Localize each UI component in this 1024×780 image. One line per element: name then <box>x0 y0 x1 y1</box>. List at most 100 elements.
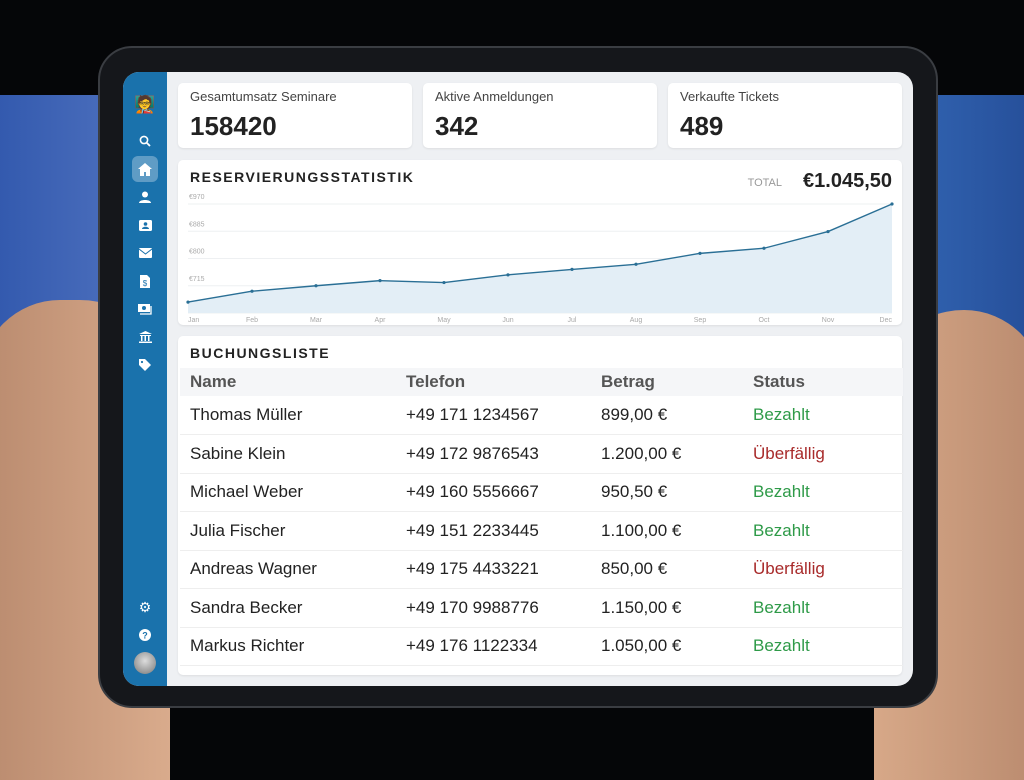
x-tick-label: Jan <box>188 317 199 324</box>
cell-amount: 950,50 € <box>591 473 743 512</box>
column-header-amount[interactable]: Betrag <box>591 368 743 396</box>
cell-name: Andreas Wagner <box>180 550 396 589</box>
table-row[interactable]: Julia Fischer +49 151 2233445 1.100,00 € Be… <box>180 511 903 551</box>
x-tick-label: Nov <box>822 317 835 324</box>
x-tick-label: Apr <box>375 317 387 324</box>
presenter-logo-icon[interactable]: 🧑‍🏫 <box>134 95 156 114</box>
data-point[interactable] <box>506 273 510 277</box>
money-icon[interactable] <box>132 296 158 322</box>
contact-card-icon[interactable] <box>132 212 158 238</box>
cell-name: Sabine Klein <box>180 434 396 474</box>
cell-name: Michael Weber <box>180 473 396 512</box>
cell-amount: 1.100,00 € <box>591 511 743 551</box>
svg-text:?: ? <box>142 631 148 641</box>
help-icon[interactable]: ? <box>132 622 158 648</box>
avatar[interactable] <box>132 650 158 676</box>
search-icon[interactable] <box>132 128 158 154</box>
user-icon[interactable] <box>132 184 158 210</box>
cell-status: Überfällig <box>743 550 903 589</box>
x-tick-label: Oct <box>759 317 770 324</box>
total-label: TOTAL <box>747 177 782 189</box>
y-tick-label: €885 <box>189 221 205 228</box>
cell-phone: +49 176 1122334 <box>396 627 591 666</box>
data-point[interactable] <box>890 202 894 206</box>
reservation-chart: €970€885€800€715€630JanFebMarAprMayJunJu… <box>186 194 894 324</box>
cell-name: Julia Fischer <box>180 511 396 551</box>
cell-phone: +49 151 2233445 <box>396 511 591 551</box>
cell-phone: +49 160 5556667 <box>396 473 591 512</box>
data-point[interactable] <box>442 280 446 285</box>
stat-card-revenue: Gesamtumsatz Seminare 158420 <box>178 83 412 148</box>
data-point[interactable] <box>698 251 702 255</box>
cell-status: Bezahlt <box>743 588 903 628</box>
data-point[interactable] <box>826 229 830 234</box>
cell-phone: +49 171 1234567 <box>396 396 591 435</box>
cell-status: Überfällig <box>743 434 903 474</box>
x-tick-label: Mar <box>310 317 323 324</box>
stat-value: 489 <box>680 111 724 141</box>
stat-card-registrations: Aktive Anmeldungen 342 <box>423 83 657 148</box>
cell-status: Bezahlt <box>743 511 903 551</box>
bank-icon[interactable] <box>132 324 158 350</box>
sidebar: 🧑‍🏫 $ ⚙ ? <box>123 72 167 686</box>
cell-status: Bezahlt <box>743 627 903 666</box>
cell-phone: +49 175 4433221 <box>396 550 591 589</box>
data-point[interactable] <box>250 289 254 293</box>
x-tick-label: Aug <box>630 317 643 324</box>
data-point[interactable] <box>314 284 318 288</box>
data-point[interactable] <box>634 262 638 266</box>
table-row[interactable]: Markus Richter +49 176 1122334 1.050,00 € B… <box>180 627 903 666</box>
x-tick-label: Jul <box>568 317 577 324</box>
data-point[interactable] <box>186 300 190 304</box>
table-header: Name Telefon Betrag Status <box>180 368 903 396</box>
data-point[interactable] <box>762 246 766 250</box>
stat-card-tickets: Verkaufte Tickets 489 <box>668 83 902 148</box>
cell-amount: 850,00 € <box>591 550 743 589</box>
table-row[interactable]: Michael Weber +49 160 5556667 950,50 € Beza… <box>180 473 903 512</box>
table-row[interactable]: Sabine Klein +49 172 9876543 1.200,00 € Übe… <box>180 434 903 474</box>
svg-text:$: $ <box>143 279 148 288</box>
y-tick-label: €800 <box>189 249 205 256</box>
cell-phone: +49 172 9876543 <box>396 434 591 474</box>
list-title: BUCHUNGSLISTE <box>190 345 331 361</box>
data-point[interactable] <box>570 267 574 271</box>
cell-status: Bezahlt <box>743 473 903 512</box>
booking-list-card: BUCHUNGSLISTE Name Telefon Betrag Status… <box>178 336 903 675</box>
stat-label: Aktive Anmeldungen <box>435 89 554 104</box>
total-value: €1.045,50 <box>803 170 892 192</box>
mail-icon[interactable] <box>132 240 158 266</box>
invoice-icon[interactable]: $ <box>132 268 158 294</box>
stat-value: 158420 <box>190 111 277 141</box>
stat-label: Gesamtumsatz Seminare <box>190 89 337 104</box>
y-tick-label: €715 <box>189 276 205 283</box>
tablet-screen: 🧑‍🏫 $ ⚙ ? Gesamtumsatz Seminare 158420 A… <box>123 72 913 686</box>
tag-icon[interactable] <box>132 352 158 378</box>
x-tick-label: Dec <box>880 317 893 324</box>
cell-phone: +49 170 9988776 <box>396 588 591 628</box>
cell-name: Thomas Müller <box>180 396 396 435</box>
chart-title: RESERVIERUNGSSTATISTIK <box>190 169 415 185</box>
gear-icon[interactable]: ⚙ <box>138 598 152 615</box>
x-tick-label: Sep <box>694 317 707 324</box>
stat-value: 342 <box>435 111 479 141</box>
reservation-chart-card: RESERVIERUNGSSTATISTIK TOTAL €1.045,50 €… <box>178 160 902 325</box>
column-header-phone[interactable]: Telefon <box>396 368 591 396</box>
data-point[interactable] <box>378 279 382 283</box>
chart-line <box>187 203 893 303</box>
cell-amount: 1.200,00 € <box>591 434 743 474</box>
booking-table: Name Telefon Betrag Status Thomas Müller… <box>180 368 903 666</box>
column-header-status[interactable]: Status <box>743 368 903 396</box>
cell-name: Markus Richter <box>180 627 396 666</box>
table-row[interactable]: Thomas Müller +49 171 1234567 899,00 € Beza… <box>180 396 903 435</box>
table-row[interactable]: Andreas Wagner +49 175 4433221 850,00 € Übe… <box>180 550 903 589</box>
cell-name: Sandra Becker <box>180 588 396 628</box>
x-tick-label: Jun <box>502 317 513 324</box>
home-icon[interactable] <box>132 156 158 182</box>
column-header-name[interactable]: Name <box>180 368 396 396</box>
stat-label: Verkaufte Tickets <box>680 89 779 104</box>
cell-status: Bezahlt <box>743 396 903 435</box>
y-tick-label: €970 <box>189 194 205 201</box>
table-row[interactable]: Sandra Becker +49 170 9988776 1.150,00 € Be… <box>180 588 903 628</box>
x-tick-label: May <box>437 317 451 324</box>
cell-amount: 1.050,00 € <box>591 627 743 666</box>
